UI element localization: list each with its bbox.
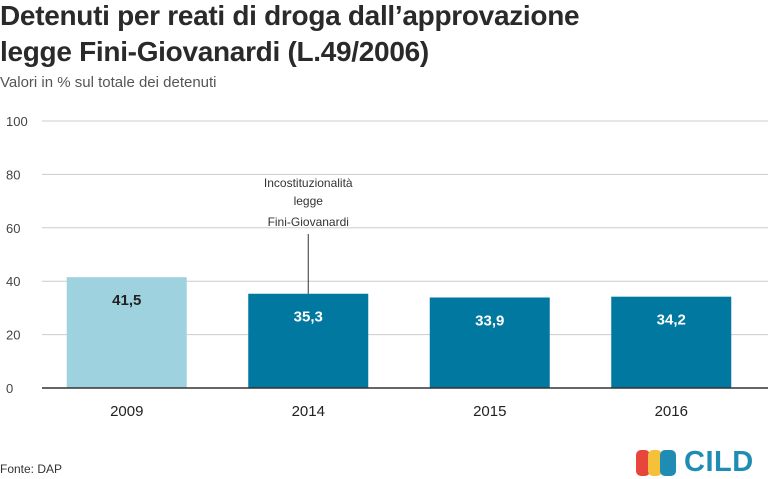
cild-logo-mark: [636, 450, 676, 476]
y-tick-label: 40: [6, 274, 20, 289]
annotation-text: legge: [294, 194, 324, 208]
x-tick-label: 2009: [110, 403, 143, 420]
bar-chart: 0 20 40 60 80 100 41,5 2009 35,3 2014 33,9 2015 34,2…: [6, 114, 768, 420]
cild-logo: CILD: [636, 446, 768, 479]
y-tick-label: 60: [6, 221, 20, 236]
data-label: 34,2: [657, 312, 686, 329]
data-label: 41,5: [112, 292, 141, 309]
bar: [611, 296, 732, 388]
bar: [248, 293, 369, 388]
bar: [66, 277, 187, 388]
title-line-2: legge Fini-Giovanardi (L.49/2006): [0, 36, 429, 67]
chart-subtitle: Valori in % sul totale dei detenuti: [0, 74, 217, 91]
x-tick-label: 2015: [473, 403, 506, 420]
x-tick-label: 2014: [292, 403, 325, 420]
bar: [429, 297, 550, 388]
title-line-1: Detenuti per reati di droga dall’approva…: [0, 0, 580, 31]
data-label: 33,9: [475, 312, 504, 329]
annotation-text: Fini-Giovanardi: [268, 215, 349, 229]
y-tick-label: 0: [6, 381, 13, 396]
y-tick-label: 100: [6, 114, 28, 129]
y-tick-label: 20: [6, 328, 20, 343]
annotation-text: Incostituzionalità: [264, 176, 353, 190]
x-tick-label: 2016: [655, 403, 688, 420]
logo-text: CILD: [684, 446, 754, 478]
data-label: 35,3: [294, 309, 323, 326]
y-tick-label: 80: [6, 167, 20, 182]
chart-title: Detenuti per reati di droga dall’approva…: [0, 0, 760, 70]
source-note: Fonte: DAP: [0, 462, 63, 476]
